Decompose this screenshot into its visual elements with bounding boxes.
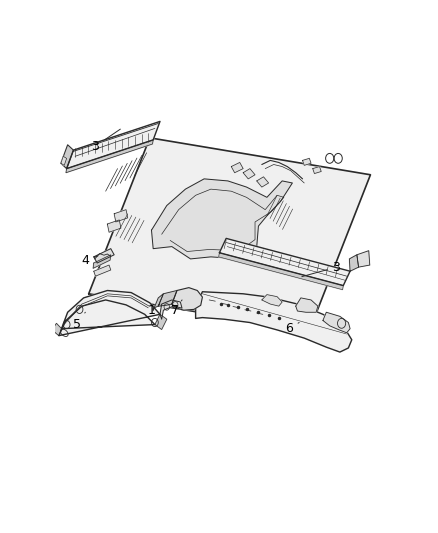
Polygon shape <box>155 314 167 329</box>
Polygon shape <box>94 248 114 263</box>
Polygon shape <box>107 220 121 232</box>
Polygon shape <box>158 290 177 306</box>
Polygon shape <box>61 145 74 168</box>
Polygon shape <box>172 288 202 310</box>
Polygon shape <box>219 253 343 290</box>
Text: 3: 3 <box>302 261 340 277</box>
Polygon shape <box>61 156 67 165</box>
Polygon shape <box>313 166 321 174</box>
Polygon shape <box>243 168 255 179</box>
Polygon shape <box>219 238 350 286</box>
Polygon shape <box>52 324 61 336</box>
Polygon shape <box>323 312 350 333</box>
Polygon shape <box>357 251 370 267</box>
Polygon shape <box>153 294 163 310</box>
Polygon shape <box>160 300 182 319</box>
Polygon shape <box>59 290 160 336</box>
Polygon shape <box>196 292 352 352</box>
Polygon shape <box>88 138 371 330</box>
Polygon shape <box>152 179 293 259</box>
Polygon shape <box>231 163 243 173</box>
Polygon shape <box>303 158 311 165</box>
Polygon shape <box>296 298 318 312</box>
Polygon shape <box>114 209 128 222</box>
Polygon shape <box>350 255 359 271</box>
Polygon shape <box>93 255 111 268</box>
Polygon shape <box>66 140 153 173</box>
Polygon shape <box>262 295 282 306</box>
Text: 7: 7 <box>171 300 182 317</box>
Text: 6: 6 <box>285 322 299 335</box>
Text: 3: 3 <box>92 129 120 152</box>
Polygon shape <box>67 122 160 168</box>
Polygon shape <box>257 177 268 187</box>
Text: 1: 1 <box>148 304 160 317</box>
Polygon shape <box>94 265 111 276</box>
Text: 5: 5 <box>73 312 85 331</box>
Text: 4: 4 <box>81 254 98 268</box>
